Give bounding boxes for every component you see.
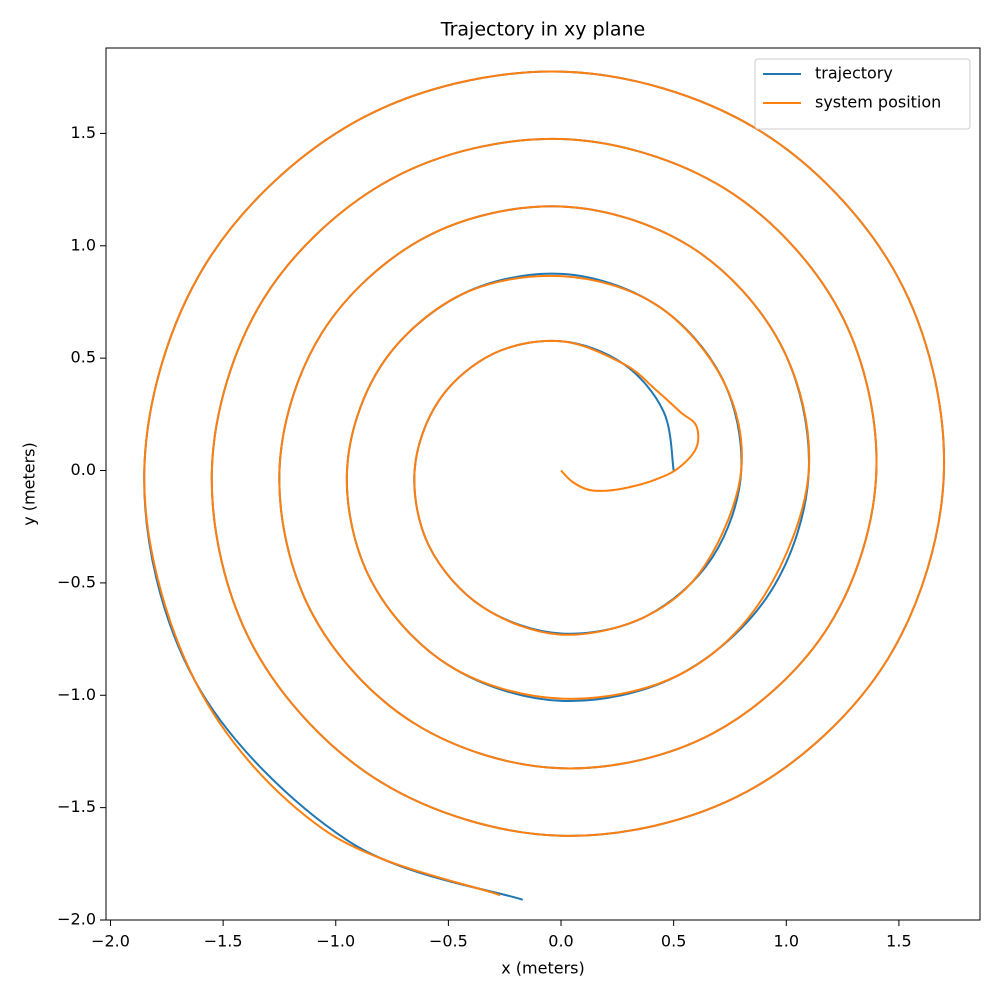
- y-tick-label: 1.0: [71, 235, 96, 254]
- x-tick-label: 0.0: [548, 932, 573, 951]
- y-tick-label: −1.5: [57, 797, 96, 816]
- x-tick-label: −0.5: [429, 932, 468, 951]
- x-tick-label: 1.5: [886, 932, 911, 951]
- legend-label: system position: [815, 93, 941, 112]
- y-tick-label: 0.5: [71, 348, 96, 367]
- legend: trajectory system position: [754, 58, 971, 130]
- legend-box: [754, 58, 971, 130]
- y-axis-label: y (meters): [20, 442, 39, 526]
- x-tick-label: 1.0: [774, 932, 799, 951]
- y-tick-label: 1.5: [71, 123, 96, 142]
- legend-label: trajectory: [815, 64, 893, 83]
- y-tick-label: −2.0: [57, 910, 96, 929]
- x-tick-label: 0.5: [661, 932, 686, 951]
- x-axis-label: x (meters): [501, 959, 585, 978]
- plot-frame: [105, 47, 981, 921]
- x-tick-label: −1.5: [204, 932, 243, 951]
- series-line: [143, 70, 946, 897]
- y-tick-label: 0.0: [71, 460, 96, 479]
- x-tick-label: −2.0: [91, 932, 130, 951]
- y-tick-label: −1.0: [57, 685, 96, 704]
- y-tick-label: −0.5: [57, 572, 96, 591]
- x-tick-label: −1.0: [316, 932, 355, 951]
- chart-title: Trajectory in xy plane: [440, 19, 645, 41]
